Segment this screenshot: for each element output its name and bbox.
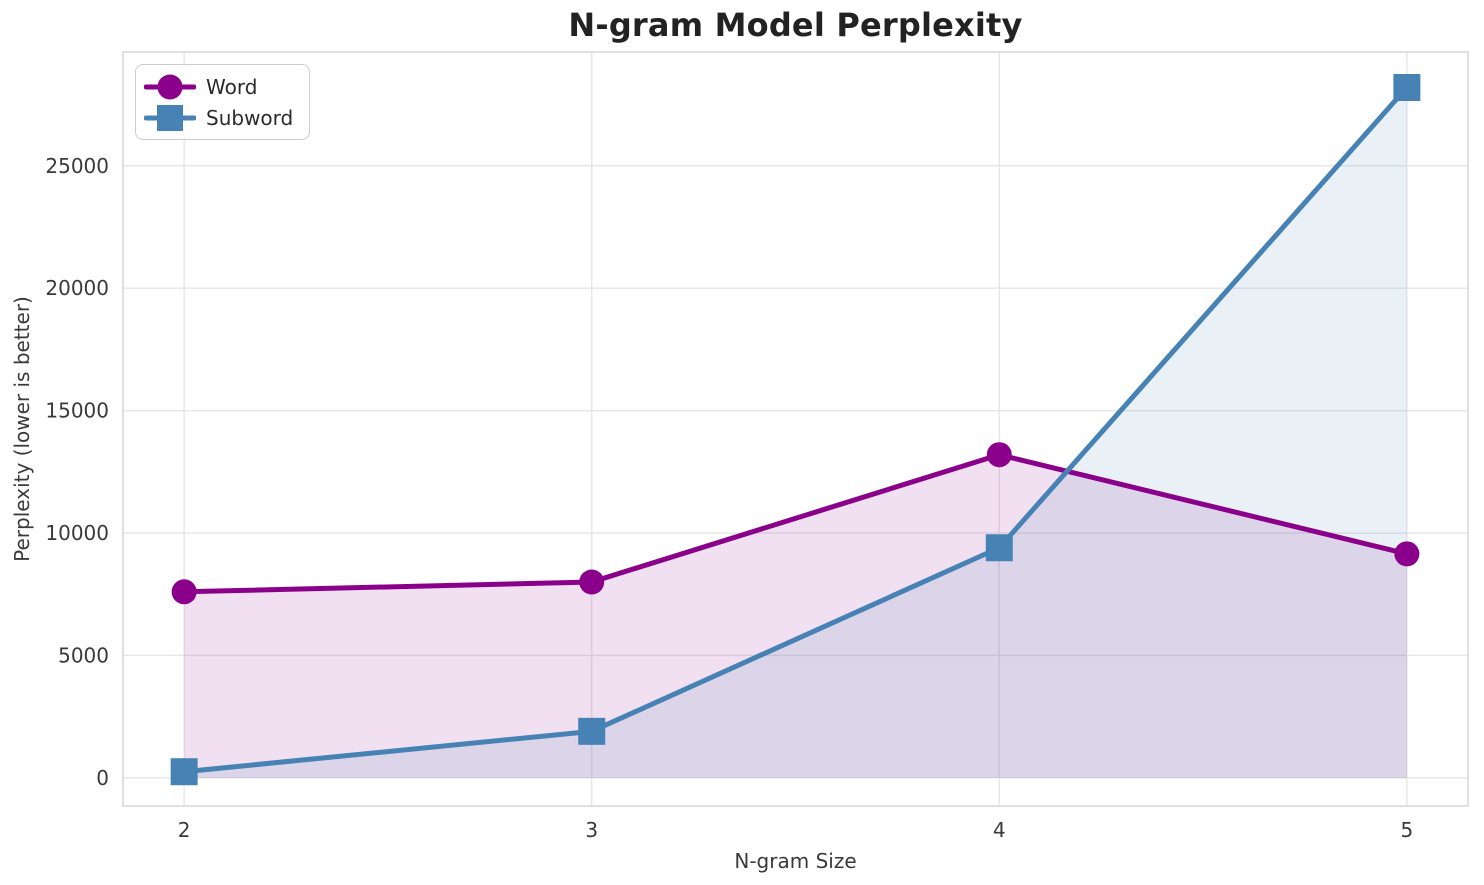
y-tick-label: 15000 (45, 399, 109, 423)
word-series-marker-icon (144, 74, 196, 99)
marker-subword-5 (1393, 73, 1421, 101)
area-fill-subword (184, 87, 1407, 778)
legend-item-subword: Subword (144, 102, 293, 133)
legend-circle-marker (157, 74, 183, 99)
marker-word-5 (1394, 541, 1420, 567)
marker-word-3 (579, 569, 605, 595)
y-tick-label: 0 (96, 766, 109, 790)
gridlines (123, 52, 1468, 806)
x-axis-label: N-gram Size (734, 849, 857, 873)
marker-subword-3 (578, 717, 606, 745)
plot-border (122, 51, 1469, 807)
x-tick-label: 2 (178, 818, 191, 842)
chart-title: N-gram Model Perplexity (568, 6, 1023, 44)
x-tick-label: 5 (1400, 818, 1413, 842)
marker-word-4 (986, 442, 1012, 468)
subword-series-marker-icon (144, 104, 196, 131)
y-tick-label: 25000 (45, 154, 109, 178)
y-tick-label: 10000 (45, 521, 109, 545)
area-fill-word (184, 454, 1407, 778)
legend-square-marker (157, 104, 183, 131)
legend: Word Subword (135, 64, 311, 140)
x-tick-label: 3 (585, 818, 598, 842)
marker-word-2 (171, 579, 197, 605)
line-word (181, 452, 1410, 595)
line-subword (181, 84, 1410, 775)
marker-subword-2 (170, 758, 198, 786)
legend-item-word: Word (144, 71, 293, 102)
marker-subword-4 (985, 534, 1013, 562)
y-tick-label: 5000 (58, 643, 109, 667)
legend-label-subword: Subword (206, 105, 294, 130)
legend-label-word: Word (206, 74, 258, 99)
x-tick-label: 4 (993, 818, 1006, 842)
y-tick-label: 20000 (45, 276, 109, 300)
